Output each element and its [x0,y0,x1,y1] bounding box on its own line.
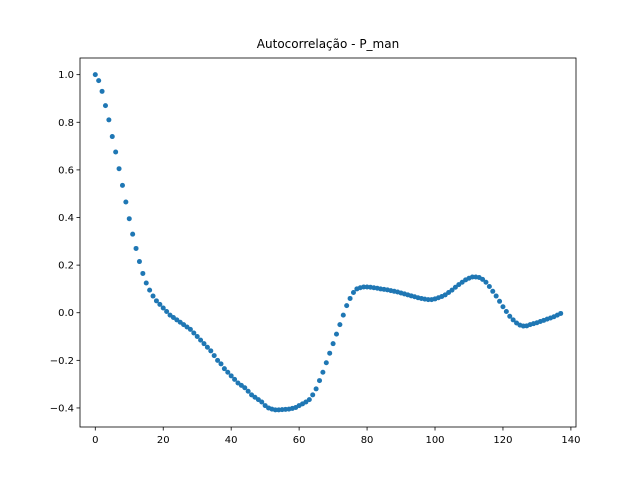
data-point [96,78,102,84]
data-point [153,298,159,304]
plot-frame [79,57,577,428]
data-point [344,303,350,309]
data-point [317,378,323,384]
x-tick-label: 0 [92,435,98,446]
y-tick-label: 0.8 [58,118,74,129]
data-point [191,330,197,336]
data-point [123,199,129,205]
x-tick-label: 60 [293,435,306,446]
data-point [449,287,455,293]
data-point [452,284,458,290]
data-point [130,231,136,237]
x-tick-label: 80 [361,435,374,446]
data-point [150,293,156,299]
data-point [99,88,105,94]
data-point [503,309,509,315]
data-point [330,341,336,347]
data-point [147,287,153,293]
data-point [211,353,217,359]
data-point [201,341,207,347]
x-tick-label: 40 [225,435,238,446]
data-point [340,312,346,318]
data-point [500,304,506,310]
data-point [493,293,499,299]
data-point [228,373,234,379]
y-tick-label: 0.2 [58,261,74,272]
data-point [140,270,146,276]
y-tick-label: 0.4 [58,213,74,224]
data-point [320,369,326,375]
data-point [109,134,115,140]
x-tick-label: 120 [493,435,512,446]
y-tick-label: −0.4 [50,403,74,414]
data-point [310,392,316,398]
data-point [204,344,210,350]
data-point [507,313,513,319]
data-points [92,72,564,413]
x-tick-label: 100 [425,435,444,446]
data-point [306,397,312,403]
y-tick-label: 0.6 [58,165,74,176]
y-tick-label: 1.0 [58,70,74,81]
data-point [102,103,108,109]
data-point [350,289,356,295]
y-tick-label: −0.2 [50,356,74,367]
data-point [215,357,221,363]
data-point [208,348,214,354]
data-point [483,279,489,285]
data-point [486,284,492,290]
data-point [242,385,248,391]
data-point [333,331,339,337]
data-point [187,326,193,332]
data-point [92,72,98,78]
data-point [497,298,503,304]
data-point [218,361,224,367]
data-point [558,310,564,316]
data-point [143,280,149,286]
data-point [194,334,200,340]
data-point [232,376,238,382]
data-point [259,399,265,405]
axes: 0 20 40 60 80 100 120 140 −0.4 −0.2 0.0 0.2 0.4 0.6 0.… [50,70,581,446]
data-point [133,245,139,251]
data-point [119,182,125,188]
data-point [116,166,122,172]
data-point [245,388,251,394]
data-point [347,295,353,301]
data-point [480,276,486,282]
data-point [136,259,142,265]
data-point [164,309,170,315]
data-point [327,350,333,356]
data-point [160,305,166,311]
data-point [198,337,204,343]
data-point [221,366,227,372]
data-point [225,369,231,375]
data-point [313,386,319,392]
data-point [510,317,516,323]
chart-title: Autocorrelação - P_man [257,37,399,51]
data-point [126,216,132,222]
data-point [157,301,163,307]
x-tick-label: 140 [561,435,580,446]
data-point [323,360,329,366]
data-point [113,149,119,155]
data-point [106,117,112,123]
y-tick-label: 0.0 [58,308,74,319]
data-point [337,322,343,328]
data-point [490,288,496,294]
x-tick-label: 20 [157,435,170,446]
